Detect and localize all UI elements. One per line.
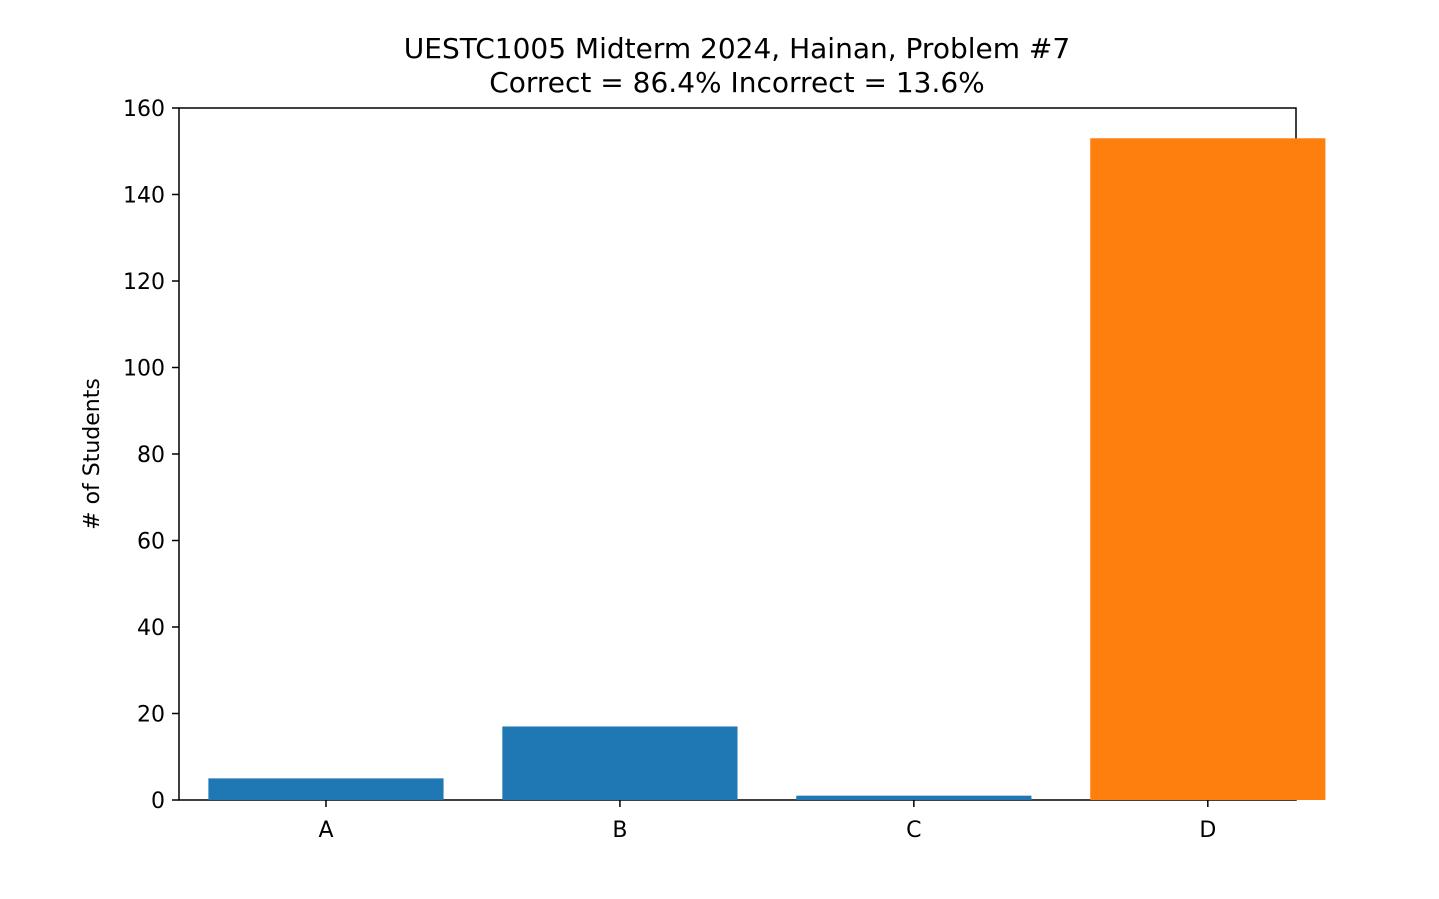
y-tick-label: 60 xyxy=(137,530,165,555)
x-tick-label: A xyxy=(318,818,333,843)
bar-a xyxy=(208,778,444,800)
chart-subtitle: Correct = 86.4% Incorrect = 13.6% xyxy=(489,66,985,99)
y-tick-label: 100 xyxy=(123,357,165,382)
y-tick-label: 0 xyxy=(151,789,165,814)
bars xyxy=(208,138,1326,800)
x-tick-label: C xyxy=(906,818,921,843)
x-tick-label: D xyxy=(1199,818,1216,843)
bar-d xyxy=(1090,138,1326,800)
y-tick-label: 40 xyxy=(137,616,165,641)
y-tick-label: 20 xyxy=(137,703,165,728)
x-tick-label: B xyxy=(612,818,627,843)
x-axis-ticks: A B C D xyxy=(318,800,1216,843)
y-tick-label: 80 xyxy=(137,443,165,468)
chart-title: UESTC1005 Midterm 2024, Hainan, Problem … xyxy=(404,32,1070,65)
bar-c xyxy=(796,795,1032,800)
bar-b xyxy=(502,726,738,800)
y-axis-ticks: 0 20 40 60 80 100 120 140 160 xyxy=(123,97,179,814)
plot-area: 0 20 40 60 80 100 120 140 160 A B C D xyxy=(123,97,1326,843)
y-tick-label: 160 xyxy=(123,97,165,122)
y-tick-label: 140 xyxy=(123,184,165,209)
y-axis-label: # of Students xyxy=(80,378,105,530)
y-tick-label: 120 xyxy=(123,270,165,295)
